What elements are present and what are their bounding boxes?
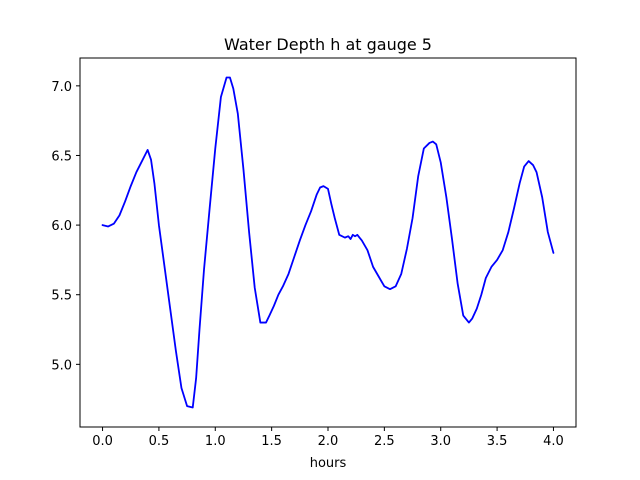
x-tick-label: 2.5 bbox=[374, 434, 395, 449]
series-layer bbox=[101, 76, 555, 409]
series-line bbox=[101, 76, 555, 409]
y-tick-label: 5.5 bbox=[51, 289, 72, 304]
y-tick-label: 7.0 bbox=[51, 80, 72, 95]
x-tick-label: 0.0 bbox=[92, 434, 113, 449]
plot-frame bbox=[79, 57, 577, 428]
x-axis: 0.0 0.5 1.0 1.5 2.0 2.5 3.0 3.5 4.0 bbox=[92, 427, 564, 449]
x-tick-label: 3.0 bbox=[430, 434, 451, 449]
x-axis-label: hours bbox=[310, 456, 347, 471]
y-tick-label: 5.0 bbox=[51, 358, 72, 373]
x-tick-label: 4.0 bbox=[543, 434, 564, 449]
chart-title: Water Depth h at gauge 5 bbox=[224, 35, 432, 54]
x-tick-label: 2.0 bbox=[318, 434, 339, 449]
y-axis: 5.0 5.5 6.0 6.5 7.0 bbox=[51, 80, 80, 373]
x-tick-label: 3.5 bbox=[487, 434, 508, 449]
y-tick-label: 6.5 bbox=[51, 149, 72, 164]
x-tick-label: 0.5 bbox=[149, 434, 170, 449]
x-tick-label: 1.0 bbox=[205, 434, 226, 449]
y-tick-label: 6.0 bbox=[51, 219, 72, 234]
x-tick-label: 1.5 bbox=[261, 434, 282, 449]
